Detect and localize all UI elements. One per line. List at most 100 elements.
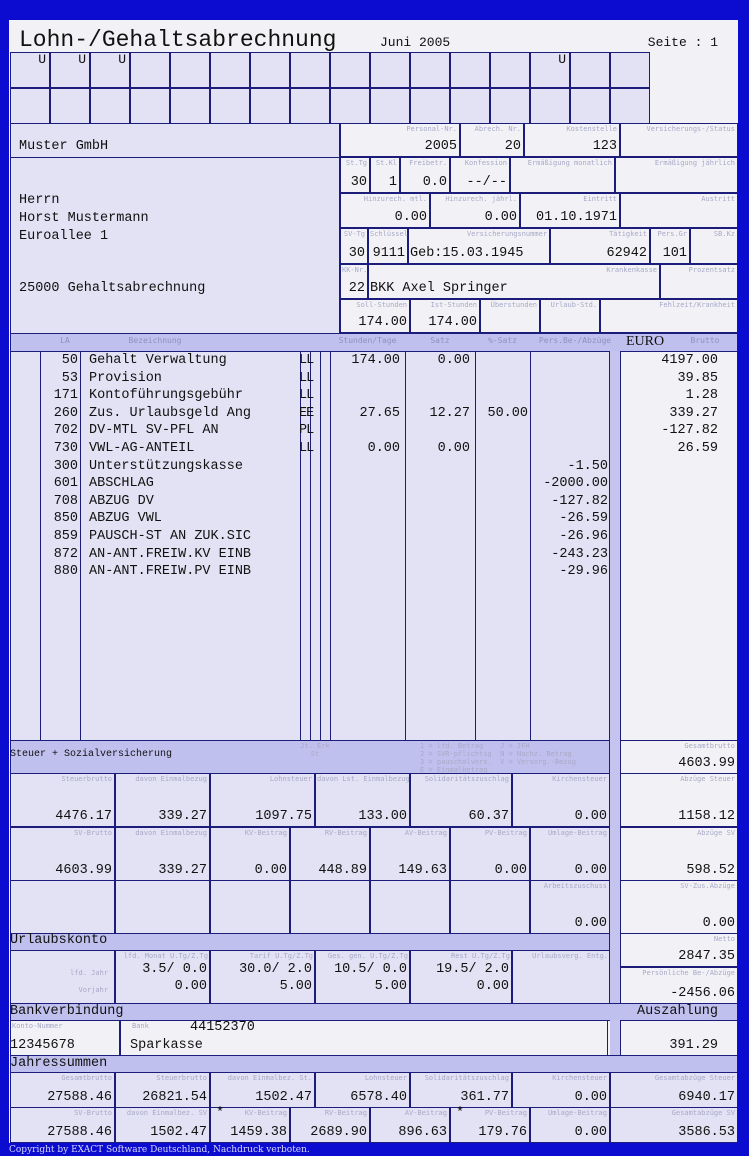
field-label: Versicherungs-/Status <box>646 125 735 133</box>
header-grid-cell <box>130 88 170 124</box>
brutto-column <box>620 351 738 741</box>
item-description: Gehalt Verwaltung <box>89 353 227 368</box>
payout-title: Auszahlung <box>636 1004 718 1019</box>
info-schluessel <box>368 228 408 264</box>
field-label: Gesamtbrutto <box>61 1074 112 1082</box>
vacation-cell <box>210 950 315 1004</box>
currency-label: EURO <box>626 334 665 349</box>
item-type: PL <box>299 423 314 439</box>
field-label: KK-Nr. <box>342 266 368 274</box>
field-label: PV-Beitrag <box>484 1109 527 1117</box>
item-gross: 4197.00 <box>661 353 718 368</box>
column-divider <box>320 351 321 741</box>
sv-cell <box>370 827 450 881</box>
item-description: Zus. Urlaubsgeld Ang <box>89 405 252 421</box>
header-grid-cell <box>450 88 490 124</box>
annual-tax-cell-value: 26821.54 <box>142 1090 207 1105</box>
field-label: PV-Beitrag <box>484 829 527 837</box>
info-freibetrag-value: 0.0 <box>422 175 447 190</box>
grid-mark: U <box>558 52 566 67</box>
tax-cell <box>210 773 315 827</box>
header-grid-cell <box>530 88 570 124</box>
field-label: Gesamtbrutto <box>684 742 735 750</box>
column-header-bez: Bezeichnung <box>128 336 182 345</box>
sv-deductions-total <box>620 827 738 881</box>
field-label: Prozentsatz <box>688 266 735 274</box>
header-grid-cell <box>210 52 250 88</box>
info-krankenkasse <box>368 264 660 299</box>
item-type: LL <box>299 353 314 368</box>
info-kostenstelle <box>524 123 620 157</box>
info-erm-jahr <box>615 157 738 193</box>
estimate-marker: * <box>456 1106 465 1121</box>
annual-tax-cell-value: 27588.46 <box>47 1090 112 1105</box>
sv-cell-value: 0.00 <box>574 863 607 878</box>
item-gross: 1.28 <box>685 388 718 404</box>
item-la: 260 <box>53 405 78 421</box>
annual-sv-cell <box>530 1107 610 1143</box>
payout-cell <box>620 1020 738 1056</box>
header-grid-cell <box>290 52 330 88</box>
address-salutation: Herrn <box>19 193 60 208</box>
sv-cell <box>10 827 115 881</box>
column-header-std: Stunden/Tage <box>338 336 397 345</box>
info-versnr-value: Geb:15.03.1945 <box>410 246 524 261</box>
info-soll-std-value: 174.00 <box>358 315 407 330</box>
info-sv-tg-value: 30 <box>348 246 365 261</box>
item-la: 859 <box>53 529 78 544</box>
annual-sv-cell-value: 179.76 <box>478 1125 527 1140</box>
field-label: St.Tg <box>345 159 367 167</box>
item-description: ABZUG DV <box>89 493 154 509</box>
field-label: Umlage-Beitrag <box>547 829 607 837</box>
item-la: 872 <box>53 546 78 562</box>
annual-sv-cell <box>210 1107 290 1143</box>
item-deduction: -29.96 <box>559 564 608 580</box>
field-label: Solidaritätszuschlag <box>424 1074 509 1082</box>
empty-cell <box>10 880 115 934</box>
header-grid-cell <box>410 88 450 124</box>
column-header-brutto: Brutto <box>690 336 720 345</box>
vacation-current: 3.5/ 0.0 <box>142 962 207 977</box>
info-ist-std <box>410 299 480 333</box>
item-la: 50 <box>61 353 78 368</box>
info-konfession <box>450 157 510 193</box>
item-hours: 174.00 <box>351 353 400 368</box>
item-rate: 12.27 <box>429 405 470 421</box>
gross-total-value: 4603.99 <box>678 756 735 771</box>
vacation-previous: 5.00 <box>279 979 312 994</box>
vacation-cell <box>512 950 610 1004</box>
tax-deductions-total <box>620 773 738 827</box>
column-divider <box>475 351 476 741</box>
info-kostenstelle-value: 123 <box>592 139 617 154</box>
empty-cell <box>290 880 370 934</box>
header-grid-cell <box>370 52 410 88</box>
annual-sv-cell <box>370 1107 450 1143</box>
item-type: LL <box>299 370 314 386</box>
item-description: Provision <box>89 370 162 386</box>
annual-tax-cell <box>10 1072 115 1108</box>
vacation-previous: 0.00 <box>174 979 207 994</box>
field-label: Überstunden <box>490 301 537 309</box>
address-box <box>10 157 340 334</box>
item-deduction: -26.96 <box>559 529 608 544</box>
sv-cell-value: 4603.99 <box>55 863 112 878</box>
period-label: Juni 2005 <box>380 35 451 50</box>
field-label: SV-Brutto <box>74 1109 112 1117</box>
item-type: EE <box>299 405 314 421</box>
field-label: Hinzurech. mtl. <box>363 195 427 203</box>
info-taetigkeit-value: 62942 <box>606 246 647 261</box>
header-grid-cell <box>330 52 370 88</box>
tax-cell-value: 339.27 <box>158 809 207 824</box>
net-total <box>620 933 738 967</box>
item-gross: -127.82 <box>661 423 718 439</box>
info-freibetrag <box>400 157 450 193</box>
field-label: Krankenkasse <box>606 266 657 274</box>
info-taetigkeit <box>550 228 650 264</box>
field-label: St.Kl <box>375 159 397 167</box>
sv-cell-value: 448.89 <box>318 863 367 878</box>
field-label: davon Einmalbezug <box>135 775 207 783</box>
employer-box <box>10 123 340 158</box>
field-label: Kirchensteuer <box>552 775 607 783</box>
item-type: LL <box>299 441 314 456</box>
field-label: Abzüge SV <box>697 829 735 837</box>
